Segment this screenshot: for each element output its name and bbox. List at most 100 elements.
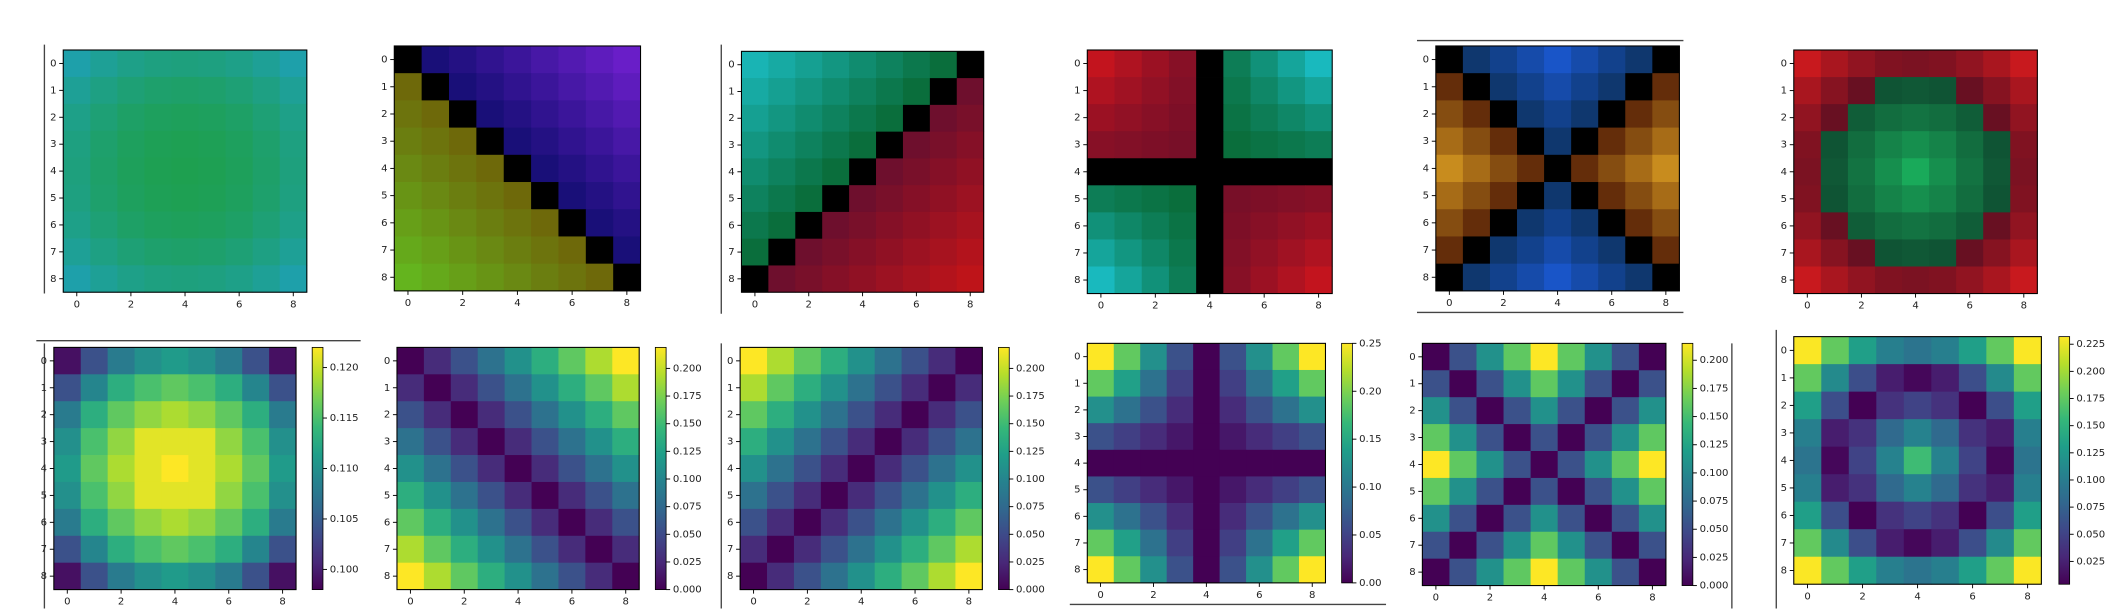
cell [476, 182, 505, 210]
cell [80, 428, 109, 456]
colorbar-tick-label: 0.075 [1016, 502, 1045, 513]
cell [2010, 104, 2038, 132]
cell [476, 236, 505, 265]
cell [269, 455, 297, 483]
cell [1793, 77, 1822, 105]
y-tick-label: 6 [50, 220, 56, 231]
cell [767, 374, 795, 402]
cell [847, 347, 876, 375]
cell [1503, 424, 1532, 452]
y-tick-label: 6 [727, 517, 733, 528]
cell [477, 401, 506, 429]
cell [134, 535, 162, 564]
cell [503, 45, 532, 74]
cell [1557, 477, 1586, 506]
cell [90, 211, 118, 239]
cell [1277, 158, 1306, 186]
cell [929, 51, 958, 79]
cell [1929, 212, 1957, 240]
cell [1141, 158, 1170, 186]
cell [1598, 100, 1626, 129]
cell [1983, 185, 2011, 213]
cell [793, 481, 822, 510]
cell [847, 455, 876, 483]
cell [504, 428, 532, 456]
cell [1087, 266, 1115, 294]
y-tick-label: 8 [381, 272, 387, 283]
cell [558, 100, 587, 129]
cell [1983, 131, 2011, 159]
cell [1821, 501, 1850, 530]
cell [1449, 451, 1477, 479]
cell [1571, 263, 1599, 292]
cell [1087, 503, 1115, 531]
cell [188, 428, 216, 456]
cell [822, 78, 850, 106]
cell [1277, 185, 1306, 213]
cell [242, 481, 270, 510]
cell [1958, 446, 1987, 475]
cell [1246, 556, 1273, 584]
cell [902, 131, 931, 159]
x-tick-label: 6 [1609, 298, 1615, 309]
cell [144, 265, 172, 293]
cell [449, 45, 477, 74]
cell [1140, 343, 1168, 371]
cell [1168, 104, 1197, 132]
cell [1931, 556, 1960, 585]
cell [1304, 131, 1333, 159]
cell [613, 45, 641, 74]
cell [1956, 212, 1984, 240]
cell [1625, 182, 1653, 210]
cell [1530, 531, 1559, 560]
cell [1876, 556, 1905, 585]
cell [1462, 127, 1491, 156]
y-tick-label: 3 [1781, 140, 1787, 151]
cell [503, 182, 532, 210]
cell [849, 185, 877, 213]
cell [1449, 558, 1477, 586]
cell [1931, 501, 1960, 530]
cell [929, 158, 958, 186]
cell [394, 263, 423, 292]
cell [768, 265, 796, 293]
cell [1584, 343, 1613, 371]
cell [1166, 369, 1194, 397]
cell [558, 428, 586, 456]
cell [1931, 419, 1960, 448]
cell [928, 347, 956, 375]
cell [1435, 182, 1464, 210]
cell [1986, 336, 2015, 365]
cell [1476, 424, 1504, 452]
cell [1462, 209, 1491, 237]
y-tick-label: 1 [1074, 378, 1080, 389]
colorbar-tick-label: 0.15 [1359, 434, 1381, 445]
cell [1848, 364, 1877, 393]
cell [531, 45, 559, 74]
cell [740, 374, 768, 402]
cell [1652, 154, 1680, 183]
cell [225, 157, 254, 185]
cell [613, 209, 641, 237]
x-tick-label: 4 [858, 597, 864, 608]
cell [1929, 239, 1957, 267]
y-tick-label: 8 [1781, 565, 1787, 576]
cell [955, 455, 983, 483]
colorbar-tick-label: 0.050 [2076, 529, 2105, 540]
cell [793, 401, 822, 429]
cell [63, 211, 91, 239]
colorbar-tick-label: 0.175 [673, 391, 702, 402]
cell [876, 185, 904, 213]
cell [558, 455, 586, 483]
cell [956, 185, 985, 213]
cell [1193, 423, 1221, 451]
x-tick-label: 6 [1261, 301, 1267, 312]
cell [1196, 49, 1224, 78]
cell [1250, 212, 1279, 240]
cell [504, 347, 532, 375]
cell [117, 49, 145, 78]
cell [1196, 266, 1224, 294]
cell [1113, 556, 1141, 584]
colorbar-tick-label: 0.20 [1359, 386, 1381, 397]
cell [585, 401, 613, 429]
